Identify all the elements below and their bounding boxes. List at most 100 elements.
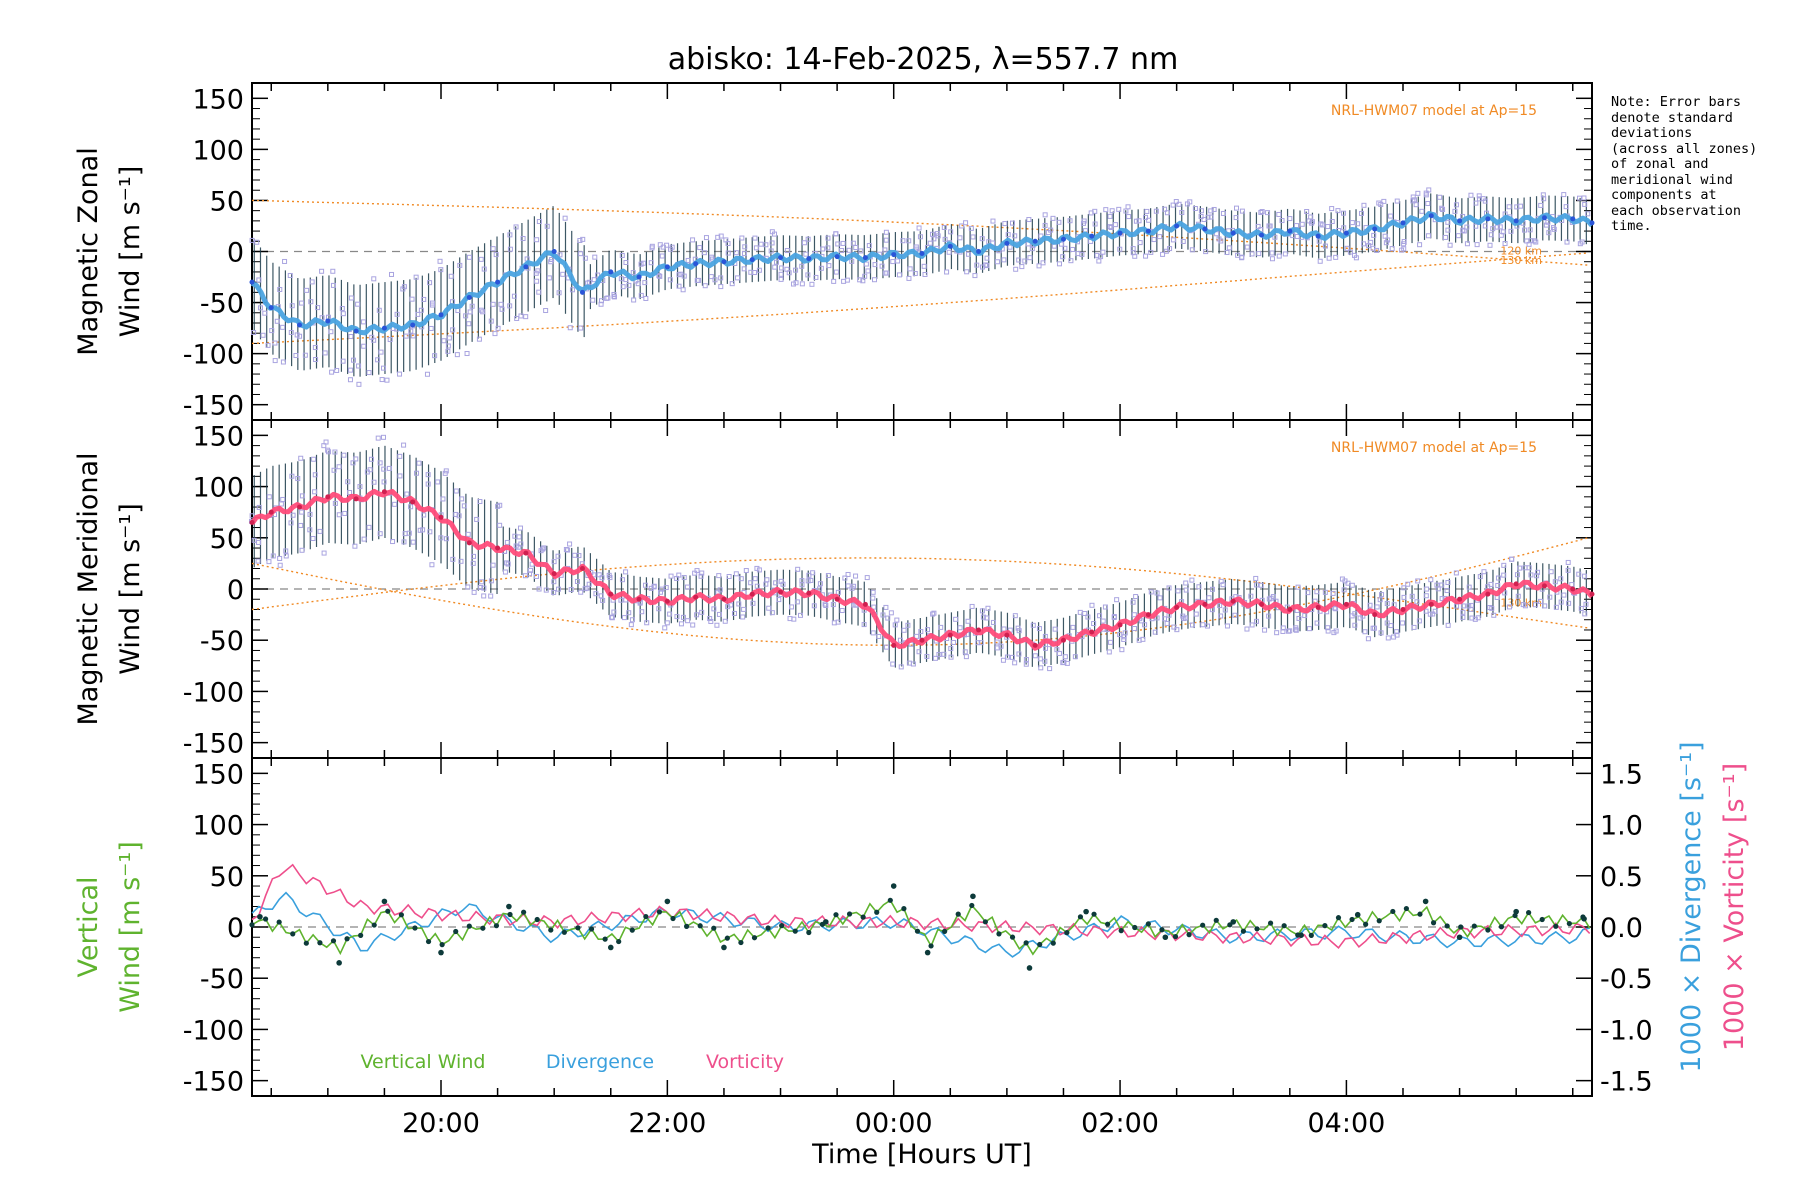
vertical-wind-point <box>330 938 337 944</box>
zone-sample <box>596 572 602 578</box>
data-point <box>608 591 614 597</box>
zone-sample <box>1143 253 1149 259</box>
zone-sample <box>1349 582 1355 588</box>
zone-sample <box>1162 616 1168 622</box>
vertical-wind-point <box>1526 909 1532 916</box>
zone-sample <box>1304 208 1310 214</box>
zone-sample <box>1064 660 1070 666</box>
zone-sample <box>805 578 811 584</box>
zone-sample <box>435 479 441 485</box>
vertical-wind-point <box>738 939 744 946</box>
zone-sample <box>563 546 569 552</box>
zone-sample <box>1167 246 1173 252</box>
zone-sample <box>870 589 876 595</box>
zone-sample <box>888 610 894 616</box>
zone-sample <box>251 329 257 335</box>
zone-sample <box>1546 230 1552 236</box>
zone-sample <box>1502 590 1508 596</box>
zone-sample <box>1545 219 1551 225</box>
zone-sample <box>1316 238 1322 244</box>
zone-sample <box>692 570 698 576</box>
vertical-wind-point <box>534 916 540 923</box>
zone-sample <box>1495 582 1501 588</box>
zone-sample <box>312 472 318 478</box>
zone-sample <box>1543 222 1549 228</box>
zone-sample <box>1564 239 1570 245</box>
zone-sample <box>1164 210 1170 216</box>
zone-sample <box>1255 223 1261 229</box>
zone-sample <box>1335 208 1341 214</box>
zone-sample <box>1276 253 1282 259</box>
zone-sample <box>283 548 289 554</box>
vertical-wind-point <box>344 936 350 942</box>
zone-sample <box>623 569 629 575</box>
zone-sample <box>776 597 782 603</box>
zone-sample <box>249 513 255 519</box>
zone-sample <box>1136 218 1142 224</box>
data-point <box>834 596 840 602</box>
data-point <box>806 590 812 596</box>
zone-sample <box>527 571 533 577</box>
zone-sample <box>277 286 283 292</box>
vertical-wind-point <box>874 909 880 915</box>
zone-sample <box>295 476 301 482</box>
y-tick-label: 150 <box>192 84 244 115</box>
y2-tick-label: -0.5 <box>1600 964 1653 995</box>
zone-sample <box>453 488 459 494</box>
zone-sample <box>1050 215 1056 221</box>
x-axis-label: Time [Hours UT] <box>811 1139 1032 1170</box>
zone-sample <box>793 280 799 286</box>
zone-sample <box>1453 570 1459 576</box>
zone-sample <box>1299 221 1305 227</box>
zone-sample <box>272 358 278 364</box>
zone-sample <box>330 268 336 274</box>
zone-sample <box>536 289 542 295</box>
zone-sample <box>925 627 931 633</box>
zone-sample <box>1000 657 1006 663</box>
zone-sample <box>1468 602 1474 608</box>
zone-sample <box>565 547 571 553</box>
zone-sample <box>1349 220 1355 226</box>
zone-sample <box>555 553 561 559</box>
zone-sample <box>1384 601 1390 607</box>
vertical-wind-point <box>290 931 296 937</box>
zone-sample <box>1359 210 1365 216</box>
zone-sample <box>1576 571 1582 577</box>
zone-sample <box>312 345 318 351</box>
zone-sample <box>569 287 575 293</box>
zone-sample <box>644 620 650 626</box>
zone-sample <box>1306 626 1312 632</box>
zone-sample <box>1533 239 1539 245</box>
zone-sample <box>768 248 774 254</box>
zone-sample <box>725 241 731 247</box>
zone-sample <box>1314 589 1320 595</box>
y-tick-label: 150 <box>192 421 244 452</box>
zone-sample <box>1411 624 1417 630</box>
vertical-wind-point <box>1105 921 1111 927</box>
zone-sample <box>1361 241 1367 247</box>
vorticity-line <box>251 863 1591 949</box>
zone-sample <box>495 503 501 509</box>
zone-sample <box>964 269 970 275</box>
zone-sample <box>1453 202 1459 208</box>
zone-sample <box>567 541 573 547</box>
zone-sample <box>490 246 496 252</box>
zone-sample <box>1133 594 1139 600</box>
zone-sample <box>1070 246 1076 252</box>
vertical-wind-point <box>317 940 323 946</box>
zone-sample <box>1144 208 1150 214</box>
zone-sample <box>718 233 724 239</box>
vertical-wind-point <box>792 928 798 934</box>
zone-sample <box>791 616 797 622</box>
zone-sample <box>260 332 266 338</box>
zone-sample <box>578 589 584 595</box>
zone-sample <box>1012 613 1018 619</box>
zone-sample <box>1563 204 1569 210</box>
zone-sample <box>446 335 452 341</box>
zone-sample <box>984 255 990 261</box>
zone-sample <box>1423 608 1429 614</box>
x-tick-label: 20:00 <box>402 1108 480 1139</box>
zone-sample <box>858 248 864 254</box>
zone-sample <box>1009 654 1015 660</box>
vertical-wind-point <box>1132 924 1138 931</box>
